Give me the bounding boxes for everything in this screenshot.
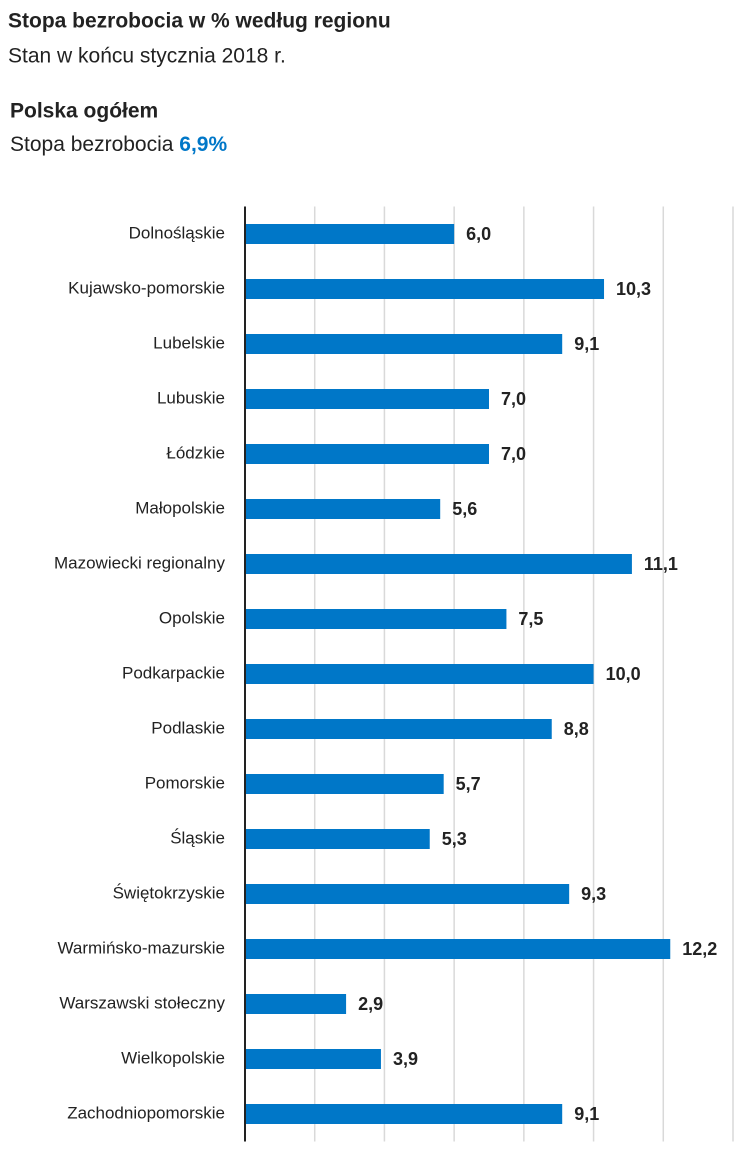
value-label: 10,3 bbox=[616, 279, 651, 299]
bar bbox=[245, 719, 552, 739]
y-tick-label: Małopolskie bbox=[135, 498, 225, 517]
bar bbox=[245, 994, 347, 1014]
bar bbox=[245, 224, 455, 244]
value-label: 9,3 bbox=[581, 884, 606, 904]
value-label: 11,1 bbox=[644, 554, 678, 574]
value-label: 5,7 bbox=[456, 774, 481, 794]
bar bbox=[245, 774, 444, 794]
value-label: 5,6 bbox=[452, 499, 477, 519]
summary-value: 6,9% bbox=[179, 133, 227, 156]
y-tick-label: Śląskie bbox=[170, 828, 225, 847]
value-label: 12,2 bbox=[682, 939, 717, 959]
y-tick-label: Opolskie bbox=[159, 608, 225, 627]
value-label: 7,5 bbox=[518, 609, 543, 629]
value-label: 9,1 bbox=[574, 1104, 599, 1124]
bar bbox=[245, 334, 563, 354]
bar bbox=[245, 554, 632, 574]
y-tick-label: Podkarpackie bbox=[122, 663, 225, 682]
bar bbox=[245, 1104, 563, 1124]
y-tick-label: Dolnośląskie bbox=[129, 223, 225, 242]
value-label: 10,0 bbox=[606, 664, 641, 684]
bar bbox=[245, 389, 489, 409]
summary-text: Stopa bezrobocia 6,9% bbox=[10, 133, 227, 156]
y-tick-label: Lubelskie bbox=[153, 333, 225, 352]
value-label: 6,0 bbox=[466, 224, 491, 244]
value-label: 2,9 bbox=[358, 994, 383, 1014]
y-tick-label: Wielkopolskie bbox=[121, 1048, 225, 1067]
y-tick-label: Warszawski stołeczny bbox=[59, 993, 225, 1012]
bar bbox=[245, 884, 570, 904]
value-label: 9,1 bbox=[574, 334, 599, 354]
chart-title: Stopa bezrobocia w % według regionu bbox=[8, 10, 391, 33]
y-tick-label: Warmińsko-mazurskie bbox=[57, 938, 225, 957]
bar bbox=[245, 279, 605, 299]
summary-title: Polska ogółem bbox=[10, 100, 158, 123]
value-label: 7,0 bbox=[501, 389, 526, 409]
bar bbox=[245, 499, 441, 519]
bar bbox=[245, 829, 430, 849]
y-tick-label: Świętokrzyskie bbox=[113, 883, 225, 902]
bar bbox=[245, 444, 489, 464]
y-tick-label: Lubuskie bbox=[157, 388, 225, 407]
bar bbox=[245, 609, 507, 629]
bar bbox=[245, 939, 671, 959]
value-label: 5,3 bbox=[442, 829, 467, 849]
y-tick-label: Pomorskie bbox=[145, 773, 225, 792]
y-tick-label: Podlaskie bbox=[151, 718, 225, 737]
value-label: 8,8 bbox=[564, 719, 589, 739]
value-label: 7,0 bbox=[501, 444, 526, 464]
summary-label: Stopa bezrobocia bbox=[10, 133, 174, 156]
y-tick-label: Kujawsko-pomorskie bbox=[68, 278, 225, 297]
bar bbox=[245, 1049, 381, 1069]
bar bbox=[245, 664, 594, 684]
value-label: 3,9 bbox=[393, 1049, 418, 1069]
chart-subtitle: Stan w końcu stycznia 2018 r. bbox=[8, 45, 286, 68]
y-tick-label: Łódzkie bbox=[166, 443, 225, 462]
y-tick-label: Mazowiecki regionalny bbox=[54, 553, 226, 572]
y-tick-label: Zachodniopomorskie bbox=[67, 1103, 225, 1122]
